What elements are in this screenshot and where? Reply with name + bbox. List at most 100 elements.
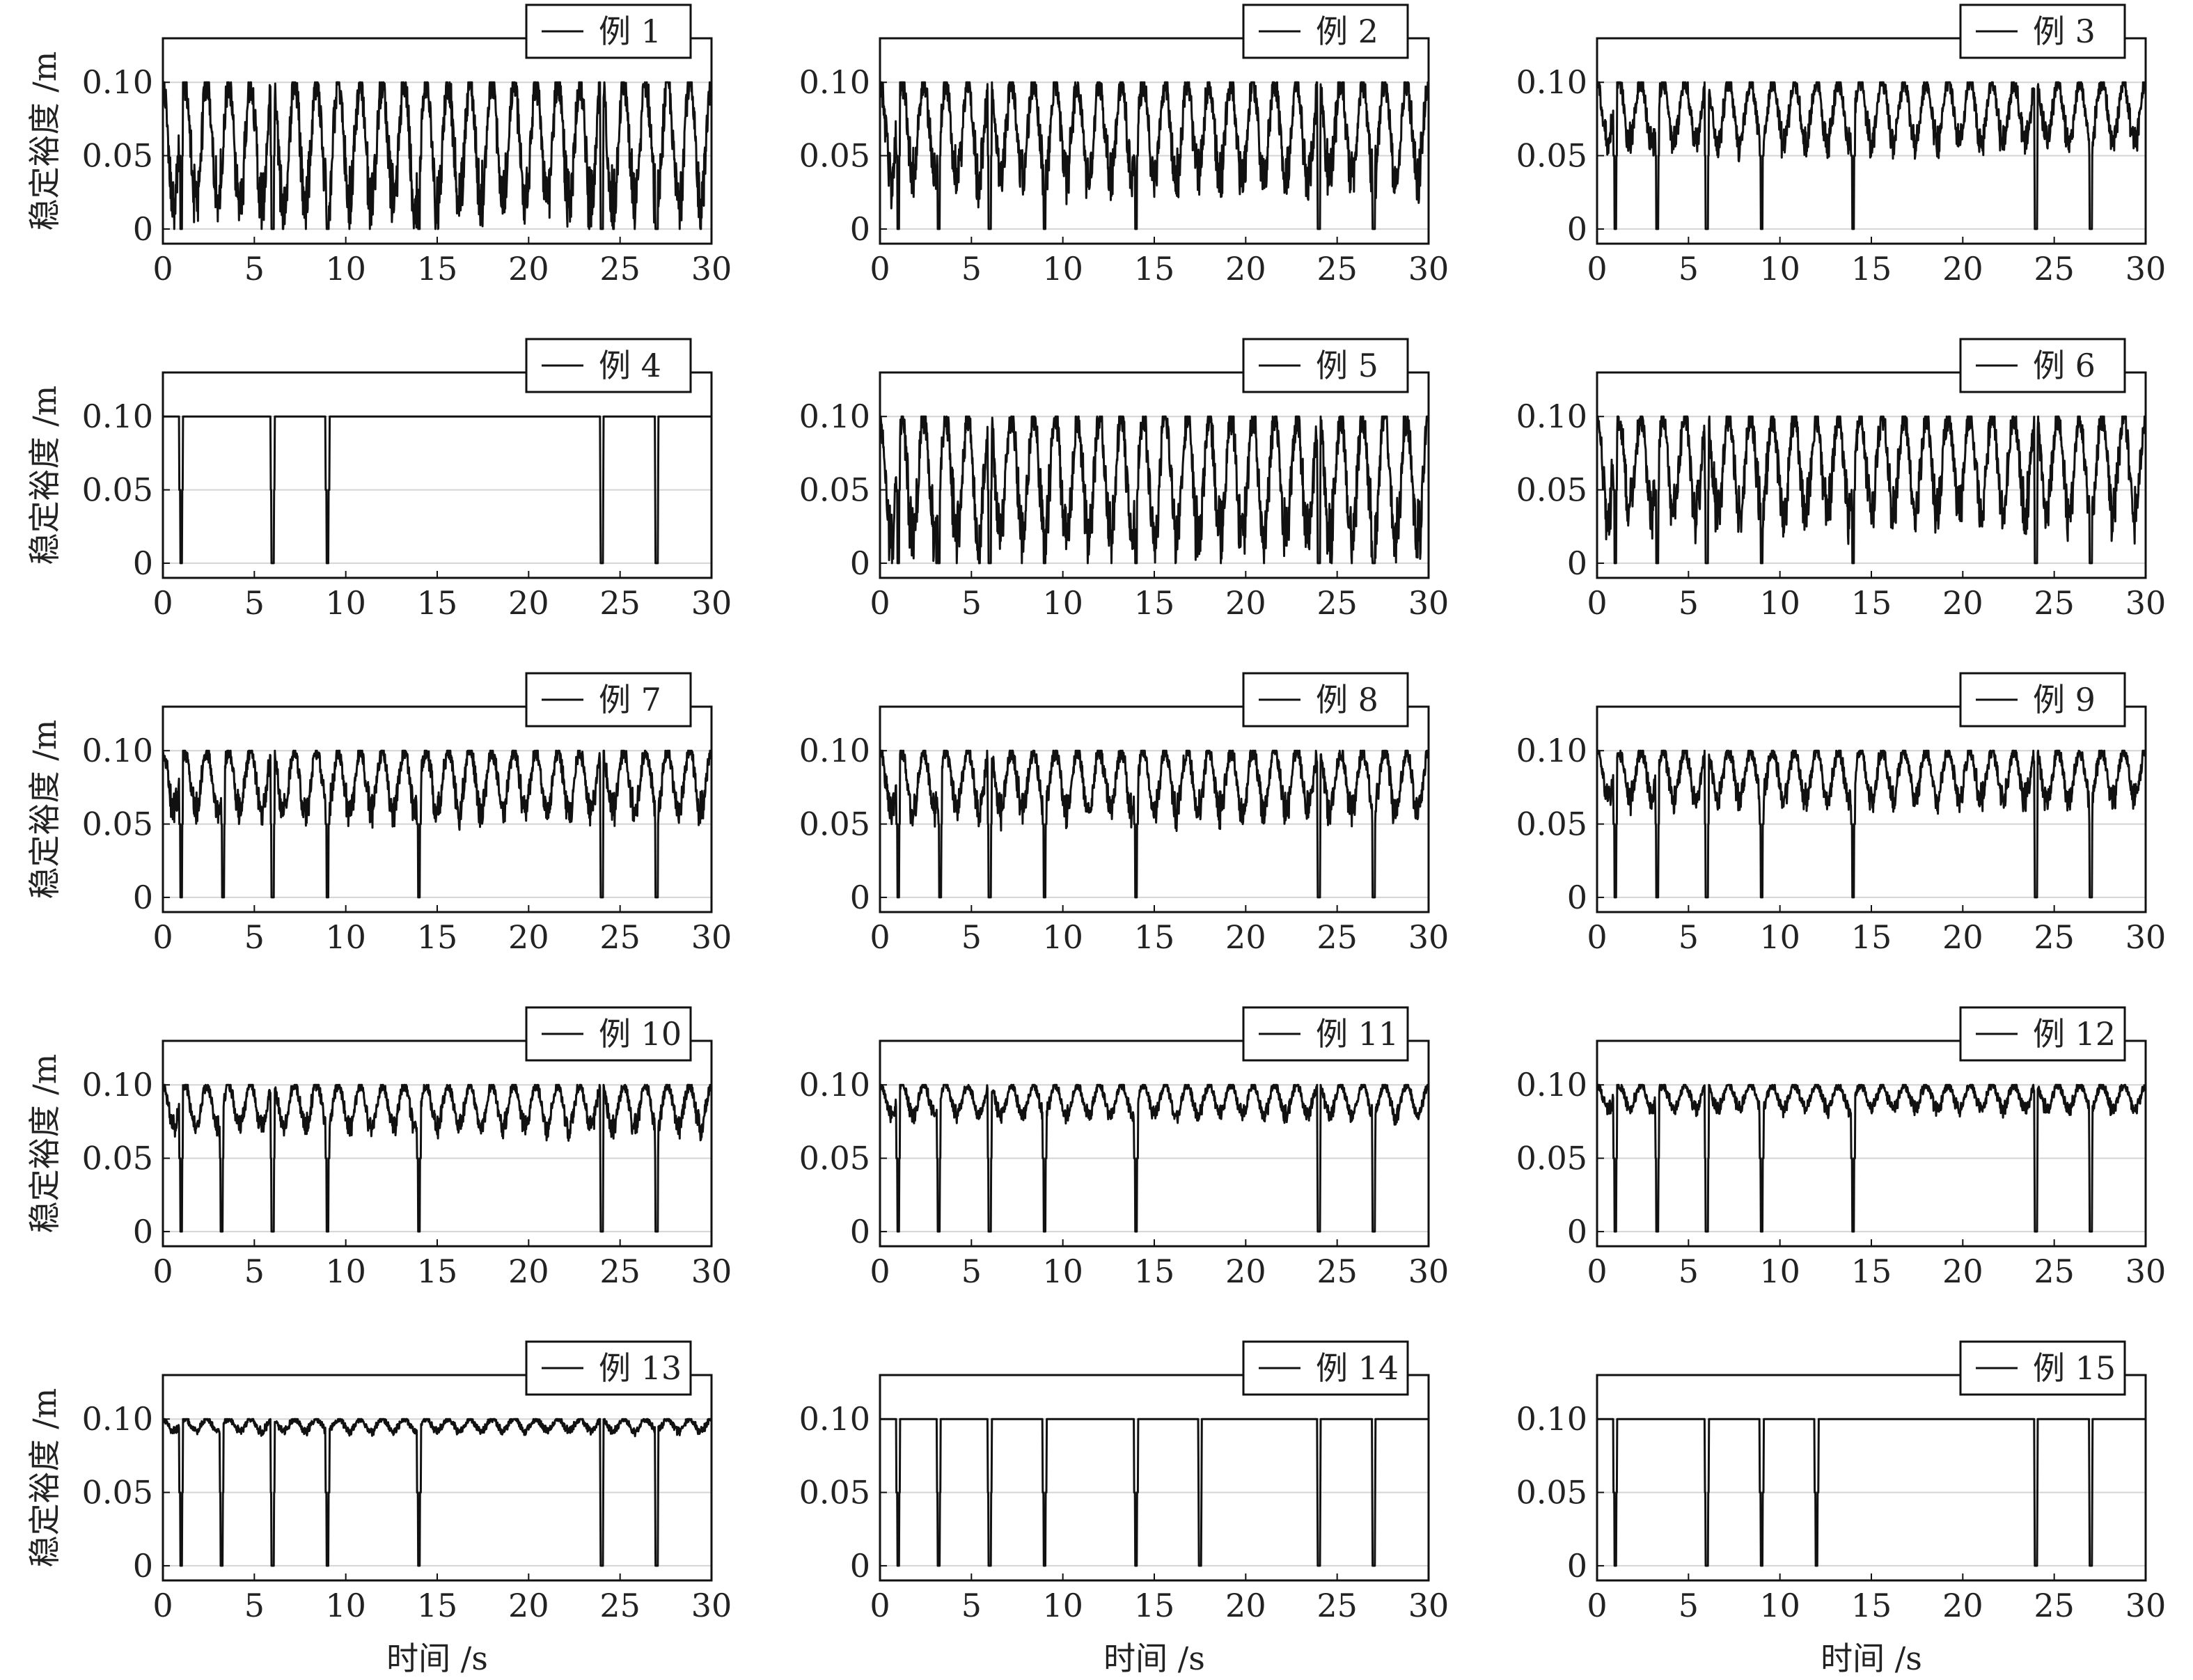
- x-tick-label-3: 15: [1134, 1587, 1175, 1624]
- legend-label-5: 例 5: [1316, 347, 1378, 384]
- x-tick-label-4: 20: [508, 250, 549, 288]
- series-line-12: [1596, 1083, 2146, 1233]
- y-tick-label-2: 0.10: [799, 63, 870, 101]
- x-tick-label-6: 30: [1408, 1253, 1449, 1290]
- legend-label-13: 例 13: [599, 1349, 682, 1387]
- y-tick-label-1: 0.05: [1516, 137, 1587, 175]
- x-tick-label-3: 15: [1134, 584, 1175, 622]
- x-tick-label-1: 5: [961, 584, 982, 622]
- y-tick-label-0: 0: [1567, 1547, 1587, 1585]
- x-tick-label-6: 30: [2125, 918, 2167, 956]
- x-tick-label-6: 30: [691, 1253, 732, 1290]
- x-tick-label-2: 10: [325, 250, 366, 288]
- legend-box-9: [1959, 672, 2126, 728]
- series-line-10: [162, 1083, 713, 1233]
- y-tick-label-2: 0.10: [799, 1066, 870, 1104]
- x-tick-label-1: 5: [244, 250, 265, 288]
- y-tick-label-2: 0.10: [1516, 1400, 1587, 1438]
- legend-label-8: 例 8: [1316, 681, 1378, 719]
- x-tick-label-5: 25: [599, 1253, 640, 1290]
- y-tick-label-0: 0: [1567, 879, 1587, 916]
- x-tick-label-4: 20: [1942, 250, 1983, 288]
- x-tick-label-0: 0: [1587, 1253, 1607, 1290]
- x-tick-label-1: 5: [961, 1587, 982, 1624]
- series-line-14: [879, 1418, 1429, 1567]
- x-tick-label-5: 25: [2034, 584, 2075, 622]
- series-line-3: [1596, 81, 2146, 230]
- y-axis-label-row-2: 稳定裕度 /m: [26, 386, 63, 565]
- x-tick-label-3: 15: [417, 584, 458, 622]
- x-tick-label-3: 15: [1134, 250, 1175, 288]
- legend-label-14: 例 14: [1316, 1349, 1399, 1387]
- x-tick-label-1: 5: [244, 918, 265, 956]
- axes-frame-10: [162, 1039, 713, 1248]
- x-tick-label-1: 5: [1679, 918, 1699, 956]
- x-tick-label-5: 25: [2034, 1587, 2075, 1624]
- series-line-11: [879, 1083, 1429, 1233]
- series-line-7: [162, 749, 713, 899]
- y-tick-label-0: 0: [133, 879, 153, 916]
- x-tick-label-4: 20: [1225, 1587, 1266, 1624]
- x-tick-label-1: 5: [1679, 1253, 1699, 1290]
- x-tick-label-6: 30: [691, 1587, 732, 1624]
- y-tick-label-2: 0.10: [799, 732, 870, 769]
- axes-frame-13: [162, 1374, 713, 1582]
- series-line-8: [879, 749, 1430, 899]
- x-tick-label-5: 25: [2034, 918, 2075, 956]
- series-line-15: [1596, 1418, 2146, 1567]
- x-tick-label-1: 5: [244, 584, 265, 622]
- legend-label-6: 例 6: [2033, 347, 2096, 384]
- x-tick-label-6: 30: [1408, 918, 1449, 956]
- x-tick-label-2: 10: [1759, 584, 1800, 622]
- y-tick-label-1: 0.05: [82, 1474, 153, 1512]
- y-tick-label-0: 0: [133, 1213, 153, 1250]
- y-tick-label-2: 0.10: [1516, 398, 1587, 435]
- x-tick-label-2: 10: [1759, 1587, 1800, 1624]
- x-tick-label-6: 30: [691, 918, 732, 956]
- x-tick-label-1: 5: [1679, 584, 1699, 622]
- x-tick-label-6: 30: [2125, 1587, 2167, 1624]
- legend-label-4: 例 4: [599, 347, 661, 384]
- y-tick-label-2: 0.10: [82, 1400, 153, 1438]
- x-tick-label-5: 25: [2034, 250, 2075, 288]
- y-tick-label-0: 0: [850, 1213, 870, 1250]
- x-tick-label-0: 0: [870, 250, 890, 288]
- x-tick-label-3: 15: [417, 250, 458, 288]
- x-tick-label-4: 20: [508, 918, 549, 956]
- x-tick-label-2: 10: [325, 1587, 366, 1624]
- x-tick-label-3: 15: [1851, 584, 1892, 622]
- panel-10: 0 5 10 15 20 25 30 0 0.05 0.10 例 10 稳定裕度 /m: [26, 1006, 732, 1290]
- y-tick-label-1: 0.05: [82, 806, 153, 843]
- x-tick-label-3: 15: [1134, 1253, 1175, 1290]
- x-tick-label-6: 30: [1408, 584, 1449, 622]
- y-tick-label-0: 0: [133, 210, 153, 248]
- x-tick-label-5: 25: [2034, 1253, 2075, 1290]
- x-tick-label-3: 15: [1851, 1587, 1892, 1624]
- y-axis-label-row-3: 稳定裕度 /m: [26, 720, 63, 900]
- x-tick-label-6: 30: [2125, 1253, 2167, 1290]
- series-line-1: [162, 81, 713, 230]
- x-tick-label-5: 25: [1316, 1253, 1358, 1290]
- x-tick-label-5: 25: [599, 1587, 640, 1624]
- legend-label-1: 例 1: [599, 13, 661, 50]
- x-tick-label-6: 30: [1408, 250, 1449, 288]
- axes-frame-14: [879, 1374, 1430, 1582]
- axes-frame-9: [1596, 705, 2147, 913]
- x-axis-label-col-1: 时间 /s: [386, 1640, 488, 1677]
- x-tick-label-2: 10: [1042, 918, 1083, 956]
- axes-frame-12: [1596, 1039, 2147, 1248]
- x-tick-label-6: 30: [1408, 1587, 1449, 1624]
- x-tick-label-0: 0: [152, 250, 173, 288]
- x-tick-label-5: 25: [1316, 250, 1358, 288]
- legend-label-3: 例 3: [2033, 13, 2096, 50]
- x-tick-label-4: 20: [1225, 918, 1266, 956]
- x-tick-label-0: 0: [1587, 584, 1607, 622]
- y-tick-label-2: 0.10: [82, 398, 153, 435]
- x-tick-label-2: 10: [1759, 1253, 1800, 1290]
- x-tick-label-4: 20: [1942, 584, 1983, 622]
- y-tick-label-2: 0.10: [799, 398, 870, 435]
- x-tick-label-0: 0: [152, 584, 173, 622]
- panels-group: 0 5 10 15 20 25 30 0 0.05 0.10 例 1 稳定裕度 /m 0 5 10 15 20 2…: [26, 3, 2167, 1624]
- x-tick-label-4: 20: [1942, 918, 1983, 956]
